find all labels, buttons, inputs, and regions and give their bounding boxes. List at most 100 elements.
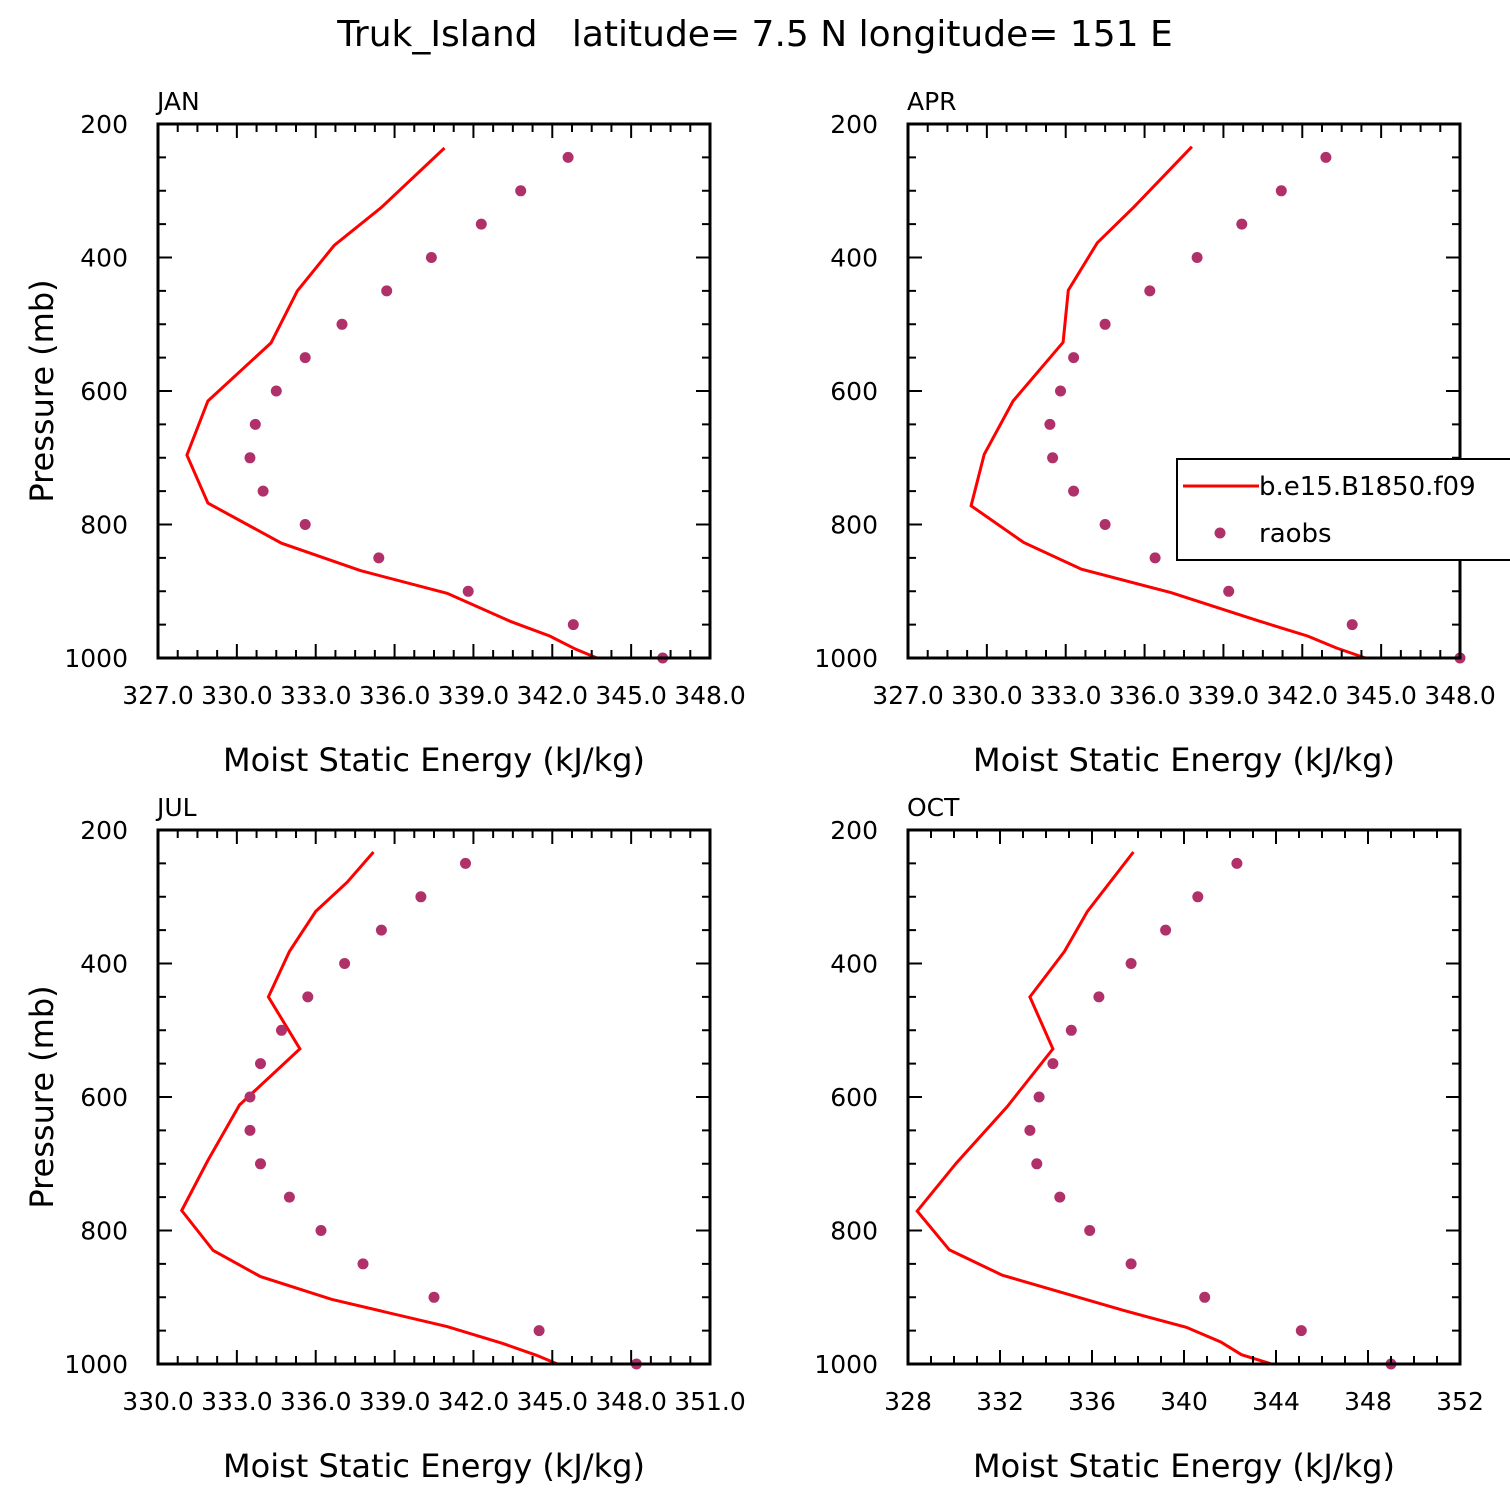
raobs-point <box>1320 151 1332 163</box>
raobs-point <box>1093 991 1105 1003</box>
raobs-point <box>1047 452 1059 464</box>
x-tick-label: 344 <box>1252 1387 1300 1416</box>
raobs-point <box>357 1258 369 1270</box>
raobs-point <box>515 185 527 197</box>
raobs-point <box>1223 585 1235 597</box>
x-tick-label: 336.0 <box>359 681 431 710</box>
y-tick-label: 400 <box>830 950 878 979</box>
plot-frame <box>156 122 712 660</box>
panel-label: APR <box>907 87 957 116</box>
raobs-point <box>462 585 474 597</box>
y-tick-label: 1000 <box>814 644 878 673</box>
y-tick-label: 200 <box>80 110 128 139</box>
raobs-point <box>276 1024 287 1036</box>
y-tick-label: 800 <box>80 511 128 540</box>
raobs-point <box>375 924 387 936</box>
x-tick-label: 339.0 <box>1188 681 1260 710</box>
raobs-point <box>460 857 471 869</box>
raobs-point <box>1346 619 1358 631</box>
raobs-point <box>1295 1325 1307 1337</box>
y-axis-title: Pressure (mb) <box>23 279 61 502</box>
x-tick-label: 342.0 <box>438 1387 510 1416</box>
raobs-point <box>339 958 351 969</box>
x-tick-label: 345.0 <box>1345 681 1417 710</box>
raobs-point <box>299 519 311 530</box>
raobs-point <box>428 1291 440 1303</box>
x-axis-title: Moist Static Energy (kJ/kg) <box>223 1447 645 1485</box>
x-tick-label: 348 <box>1344 1387 1392 1416</box>
raobs-point <box>283 1191 295 1203</box>
x-tick-label: 330.0 <box>201 681 273 710</box>
y-tick-label: 200 <box>830 816 878 845</box>
figure-title: Truk_Island latitude= 7.5 N longitude= 1… <box>336 14 1173 55</box>
raobs-point <box>415 891 427 903</box>
raobs-point <box>315 1225 327 1236</box>
x-tick-label: 351.0 <box>674 1387 746 1416</box>
raobs-point <box>1199 1291 1211 1303</box>
x-tick-label: 348.0 <box>595 1387 667 1416</box>
y-tick-label: 1000 <box>64 1350 128 1379</box>
raobs-point <box>373 552 385 564</box>
y-tick-label: 400 <box>80 244 128 273</box>
raobs-point <box>1031 1158 1043 1170</box>
panel-label: JUL <box>155 793 197 822</box>
legend-box <box>1176 458 1510 561</box>
model-profile-line <box>185 146 598 660</box>
y-tick-label: 600 <box>80 1083 128 1112</box>
x-axis-title: Moist Static Energy (kJ/kg) <box>973 741 1395 779</box>
y-tick-label: 600 <box>80 377 128 406</box>
legend-marker-swatch <box>1214 527 1226 539</box>
plot-frame <box>906 828 1462 1366</box>
raobs-point <box>1055 385 1066 397</box>
raobs-point <box>425 252 437 263</box>
plot-frame <box>906 122 1462 660</box>
x-tick-label: 336 <box>1068 1387 1116 1416</box>
raobs-point <box>1275 185 1287 197</box>
plot-frame <box>156 828 712 1366</box>
x-tick-label: 333.0 <box>280 681 352 710</box>
raobs-point <box>336 318 348 330</box>
raobs-point <box>257 485 269 497</box>
raobs-point <box>533 1325 545 1337</box>
raobs-point <box>562 151 574 163</box>
x-tick-label: 345.0 <box>516 1387 588 1416</box>
raobs-point <box>255 1158 266 1170</box>
x-tick-label: 348.0 <box>674 681 746 710</box>
raobs-point <box>1191 252 1203 263</box>
model-profile-line <box>179 851 559 1366</box>
raobs-point <box>1068 352 1080 364</box>
x-tick-label: 339.0 <box>438 681 510 710</box>
x-axis-title: Moist Static Energy (kJ/kg) <box>223 741 645 779</box>
y-tick-label: 1000 <box>64 644 128 673</box>
raobs-point <box>1144 285 1156 297</box>
legend-label-model: b.e15.B1850.f09 <box>1259 472 1476 502</box>
raobs-point <box>1033 1091 1045 1103</box>
raobs-point <box>567 619 579 631</box>
raobs-point <box>1149 552 1161 564</box>
x-tick-label: 328 <box>884 1387 932 1416</box>
raobs-point <box>299 352 311 364</box>
raobs-point <box>1044 418 1056 430</box>
x-tick-label: 327.0 <box>122 681 194 710</box>
y-tick-label: 200 <box>830 110 878 139</box>
x-tick-label: 330.0 <box>951 681 1023 710</box>
raobs-point <box>302 991 314 1003</box>
raobs-point <box>244 1091 256 1103</box>
raobs-point <box>1099 318 1111 330</box>
x-tick-label: 342.0 <box>516 681 588 710</box>
x-tick-label: 352 <box>1436 1387 1484 1416</box>
raobs-point <box>249 418 261 430</box>
raobs-point <box>381 285 393 297</box>
raobs-point <box>255 1058 266 1070</box>
raobs-point <box>1192 891 1204 903</box>
y-tick-label: 800 <box>830 1217 878 1246</box>
x-tick-label: 336.0 <box>280 1387 352 1416</box>
legend: b.e15.B1850.f09 raobs <box>1176 458 1510 561</box>
raobs-point <box>244 1124 256 1136</box>
raobs-point <box>1236 218 1248 230</box>
x-tick-label: 340 <box>1160 1387 1208 1416</box>
y-tick-label: 800 <box>830 511 878 540</box>
